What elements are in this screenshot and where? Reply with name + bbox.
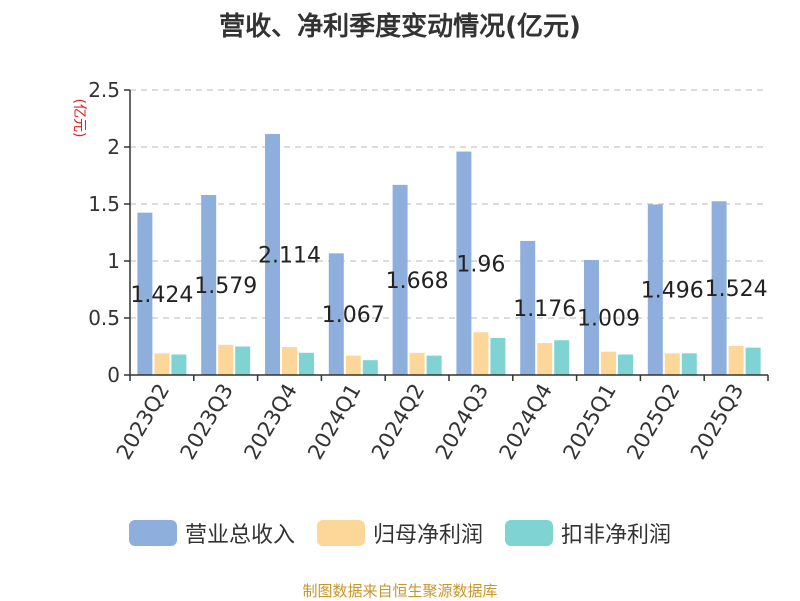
bar-net-profit bbox=[537, 343, 553, 375]
y-axis-label: (亿元) bbox=[71, 99, 87, 138]
x-tick-label: 2023Q4 bbox=[239, 380, 301, 464]
y-tick-label: 2.5 bbox=[88, 78, 120, 102]
x-tick-label: 2023Q2 bbox=[112, 380, 174, 464]
x-tick-label: 2025Q1 bbox=[558, 380, 620, 464]
bar-value-label: 1.009 bbox=[577, 306, 640, 331]
y-tick-label: 0 bbox=[107, 363, 120, 387]
bar-value-label: 1.496 bbox=[641, 279, 704, 304]
chart-title: 营收、净利季度变动情况(亿元) bbox=[219, 12, 581, 42]
bar-net-profit bbox=[345, 355, 361, 375]
x-tick-label: 2024Q2 bbox=[367, 380, 429, 464]
legend-swatch bbox=[128, 520, 177, 546]
bar-value-label: 1.668 bbox=[386, 269, 449, 294]
bar-deducted-profit bbox=[681, 353, 697, 375]
bar-net-profit bbox=[664, 353, 680, 375]
bar-net-profit bbox=[154, 353, 170, 375]
bar-value-label: 1.524 bbox=[705, 277, 768, 302]
bar-value-label: 1.176 bbox=[513, 297, 576, 322]
y-tick-label: 2 bbox=[107, 135, 120, 159]
bars-layer bbox=[137, 134, 761, 375]
bar-deducted-profit bbox=[171, 354, 187, 375]
bar-revenue bbox=[520, 240, 536, 375]
bar-net-profit bbox=[601, 351, 616, 375]
legend-swatch bbox=[316, 520, 365, 546]
legend-label: 扣非净利润 bbox=[561, 523, 672, 548]
legend-item[interactable]: 营业总收入 bbox=[128, 517, 295, 549]
y-tick-label: 1.5 bbox=[88, 192, 120, 216]
bar-revenue bbox=[647, 204, 663, 375]
bar-revenue bbox=[328, 253, 344, 375]
bar-deducted-profit bbox=[299, 352, 314, 375]
bar-net-profit bbox=[282, 347, 297, 375]
legend-label: 归母净利润 bbox=[372, 523, 483, 548]
bar-revenue bbox=[584, 259, 599, 375]
bar-deducted-profit bbox=[362, 360, 378, 375]
bar-deducted-profit bbox=[618, 354, 633, 375]
legend-label: 营业总收入 bbox=[184, 523, 295, 548]
bar-value-label: 1.424 bbox=[130, 283, 193, 308]
bar-deducted-profit bbox=[235, 346, 251, 375]
legend: 营业总收入 归母净利润 扣非净利润 bbox=[0, 517, 800, 549]
bar-revenue bbox=[392, 184, 408, 375]
bar-deducted-profit bbox=[426, 355, 442, 375]
y-tick-label: 1 bbox=[107, 249, 120, 273]
bar-value-label: 1.96 bbox=[456, 252, 505, 277]
bar-net-profit bbox=[728, 345, 744, 375]
legend-item[interactable]: 归母净利润 bbox=[316, 517, 483, 549]
bar-deducted-profit bbox=[745, 347, 761, 375]
legend-swatch bbox=[505, 520, 553, 546]
source-note: 制图数据来自恒生聚源数据库 bbox=[302, 582, 498, 600]
bar-revenue bbox=[201, 194, 217, 375]
bar-revenue bbox=[265, 134, 280, 375]
bar-value-label: 2.114 bbox=[258, 244, 321, 269]
bar-net-profit bbox=[409, 352, 425, 375]
bar-revenue bbox=[137, 212, 153, 375]
bar-revenue bbox=[711, 201, 727, 375]
bar-net-profit bbox=[218, 344, 234, 375]
x-tick-label: 2024Q3 bbox=[431, 380, 493, 464]
bar-deducted-profit bbox=[490, 337, 506, 375]
x-tick-label: 2023Q3 bbox=[176, 380, 238, 464]
bar-net-profit bbox=[473, 332, 489, 375]
x-tick-label: 2025Q3 bbox=[686, 380, 748, 464]
y-tick-label: 0.5 bbox=[88, 306, 120, 330]
x-tick-label: 2024Q1 bbox=[303, 380, 365, 464]
bar-revenue bbox=[456, 151, 472, 375]
bar-deducted-profit bbox=[554, 340, 570, 375]
bar-value-label: 1.579 bbox=[194, 274, 257, 299]
bar-value-label: 1.067 bbox=[322, 303, 385, 328]
x-tick-label: 2024Q4 bbox=[495, 380, 557, 464]
x-tick-label: 2025Q2 bbox=[622, 380, 684, 464]
legend-item[interactable]: 扣非净利润 bbox=[505, 517, 671, 549]
